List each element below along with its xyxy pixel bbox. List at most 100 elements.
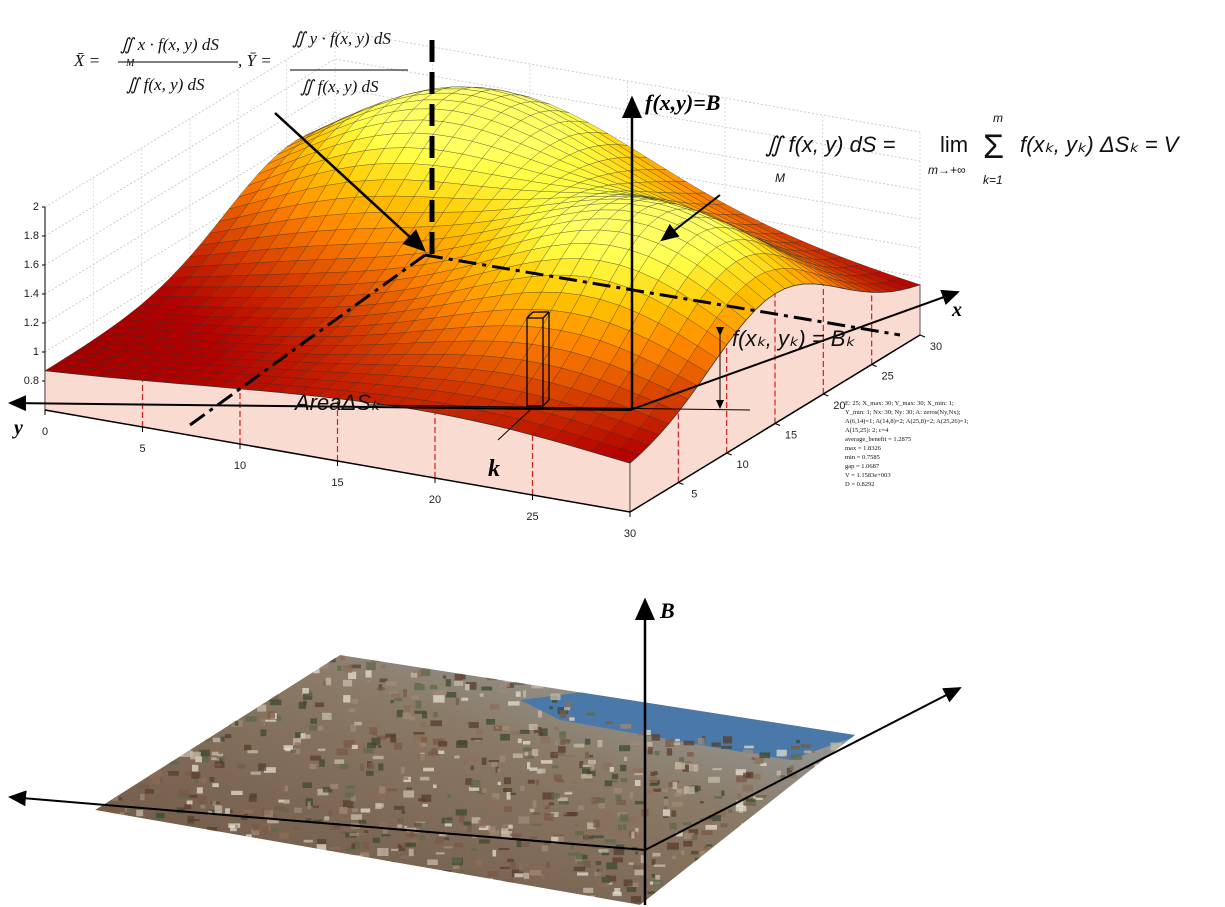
photo-texture (332, 870, 341, 874)
photo-texture (417, 669, 421, 678)
photo-texture (743, 881, 751, 889)
photo-texture (399, 845, 406, 852)
photo-texture (409, 838, 418, 844)
photo-texture (800, 855, 805, 861)
photo-texture (305, 894, 314, 902)
photo-texture (183, 750, 193, 757)
photo-texture (379, 792, 387, 801)
photo-texture (455, 697, 460, 706)
photo-texture (754, 757, 764, 764)
photo-texture (490, 880, 495, 887)
photo-texture (317, 748, 326, 752)
photo-texture (214, 805, 223, 814)
photo-texture (454, 673, 463, 681)
photo-texture (216, 811, 220, 814)
photo-texture (716, 846, 729, 851)
photo-texture (814, 878, 825, 886)
photo-texture (487, 870, 499, 877)
photo-texture (220, 736, 225, 742)
info-line: A(15,25): 2; c=4 (845, 427, 889, 434)
photo-texture (418, 889, 430, 896)
photo-texture (672, 855, 676, 860)
photo-texture (148, 727, 160, 732)
photo-texture (635, 851, 639, 855)
photo-texture (544, 805, 550, 810)
photo-texture (371, 737, 381, 746)
photo-texture (186, 800, 193, 805)
photo-texture (432, 897, 439, 902)
photo-texture (585, 751, 589, 759)
photo-texture (139, 721, 148, 728)
photo-texture (414, 822, 422, 827)
photo-texture (229, 902, 234, 905)
height-label: f(xₖ, yₖ) = Bₖ (732, 326, 855, 351)
photo-texture (547, 655, 552, 660)
photo-texture (683, 832, 695, 839)
photo-texture (126, 847, 136, 853)
photo-texture (519, 729, 530, 734)
photo-texture (850, 866, 855, 873)
photo-texture (167, 704, 174, 709)
photo-texture (198, 726, 211, 735)
photo-texture (549, 895, 554, 900)
photo-texture (309, 764, 317, 770)
photo-texture (355, 863, 365, 871)
photo-texture (744, 878, 755, 885)
photo-texture (181, 895, 185, 900)
photo-texture (175, 671, 180, 676)
photo-texture (761, 853, 772, 857)
photo-texture (371, 658, 380, 663)
photo-texture (605, 903, 617, 905)
photo-texture (503, 777, 511, 785)
photo-texture (479, 839, 490, 844)
photo-texture (213, 763, 222, 767)
photo-texture (219, 694, 224, 703)
formula-text: ∬ x · f(x, y) dS (120, 35, 219, 54)
photo-texture (798, 850, 809, 856)
photo-texture (801, 848, 812, 853)
photo-texture (350, 724, 356, 732)
photo-texture (119, 753, 130, 760)
photo-texture (197, 715, 207, 720)
photo-texture (720, 823, 728, 828)
photo-texture (329, 823, 342, 830)
photo-texture (751, 757, 755, 760)
photo-texture (500, 866, 510, 870)
photo-texture (736, 776, 747, 783)
axis-label: x (951, 299, 962, 321)
photo-texture (103, 655, 110, 659)
photo-texture (541, 845, 548, 852)
photo-texture (196, 867, 202, 875)
photo-texture (826, 898, 834, 902)
photo-texture (571, 780, 577, 784)
photo-texture (408, 848, 414, 857)
photo-texture (216, 752, 222, 755)
photo-texture (582, 767, 592, 774)
photo-texture (491, 761, 498, 767)
photo-texture (250, 771, 261, 775)
photo-texture (535, 779, 539, 786)
photo-texture (634, 780, 641, 786)
photo-texture (128, 884, 138, 889)
photo-texture (308, 690, 313, 697)
photo-texture (172, 744, 179, 751)
photo-texture (633, 865, 641, 870)
photo-texture (682, 764, 694, 772)
aerial-photo (95, 655, 855, 905)
photo-texture (811, 809, 821, 814)
photo-texture (176, 870, 188, 873)
photo-texture (741, 823, 750, 827)
photo-texture (310, 655, 319, 659)
photo-texture (553, 658, 565, 665)
photo-texture (679, 757, 685, 764)
photo-texture (624, 756, 628, 761)
photo-texture (569, 717, 575, 721)
photo-texture (734, 840, 744, 847)
photo-texture (561, 894, 573, 902)
photo-texture (523, 690, 527, 698)
photo-texture (149, 716, 161, 724)
photo-texture (364, 830, 369, 833)
photo-texture (136, 809, 144, 817)
photo-texture (143, 703, 153, 708)
photo-texture (118, 875, 130, 884)
